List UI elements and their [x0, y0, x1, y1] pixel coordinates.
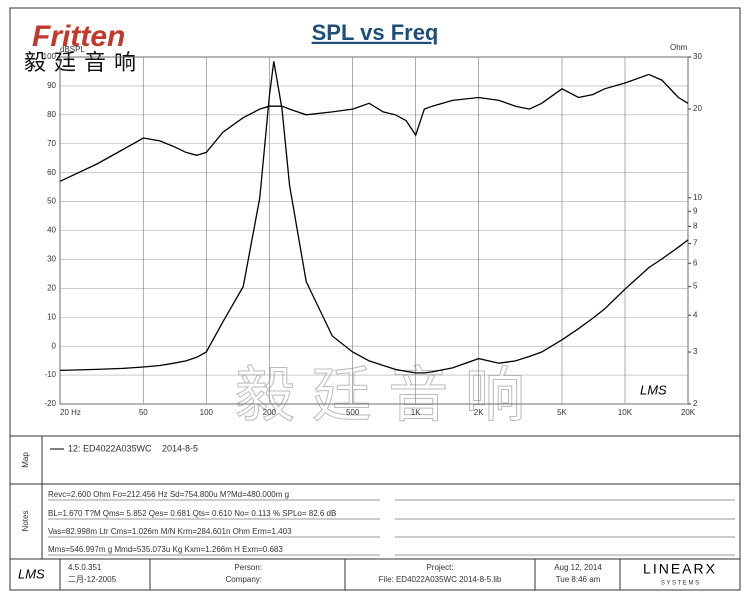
y2-tick-label: 10 [693, 193, 702, 202]
y2-tick-label: 4 [693, 310, 698, 319]
x-tick-label: 500 [346, 408, 360, 417]
notes-line: Revc=2.600 Ohm Fo=212.456 Hz Sd=754.800u… [48, 490, 289, 499]
logo: Fritten [32, 20, 125, 53]
x-tick-label: 20 Hz [60, 408, 81, 417]
x-tick-label: 200 [263, 408, 277, 417]
y-tick-label: -20 [44, 399, 56, 408]
watermark: 毅 廷 音 响 [235, 362, 525, 429]
y-tick-label: 70 [47, 139, 56, 148]
footer-time: Tue 8:46 am [556, 575, 601, 584]
y2-tick-label: 3 [693, 347, 698, 356]
chart-title: SPL vs Freq [312, 20, 439, 45]
notes-line: BL=1.670 T?M Qms= 5.852 Qes= 0.681 Qts= … [48, 509, 336, 518]
y-tick-label: 10 [47, 312, 56, 321]
series-line [59, 73, 689, 182]
notes-panel [9, 483, 741, 560]
footer-company: Company: [226, 575, 262, 584]
y-tick-label: 90 [47, 81, 56, 90]
logo-cn: 毅廷音响 [24, 50, 144, 75]
notes-rules [48, 499, 735, 556]
y2-tick-label: 30 [693, 52, 702, 61]
footer-cells [59, 559, 621, 590]
footer-project: Project: [426, 563, 453, 572]
x-tick-label: 10K [618, 408, 633, 417]
y-tick-label: 20 [47, 283, 56, 292]
y2-tick-label: 6 [693, 258, 698, 267]
footer-lms: LMS [18, 566, 45, 581]
x-tick-label: 2K [474, 408, 484, 417]
y-tick-label: 60 [47, 168, 56, 177]
series-line [59, 61, 689, 374]
frame [9, 7, 741, 591]
notes-line: Mms=546.997m g Mmd=535.073u Kg Kxm=1.266… [48, 545, 283, 554]
y2-tick-label: 2 [693, 399, 698, 408]
annotation: LMS [640, 382, 667, 397]
notes-label: Notes [21, 511, 30, 532]
footer-file: File: ED4022A035WC 2014-8-5.lib [379, 575, 502, 584]
y-tick-label: 40 [47, 226, 56, 235]
map-label: Map [21, 452, 30, 468]
y2-tick-label: 20 [693, 104, 702, 113]
y2-axis-label: Ohm [670, 43, 688, 52]
footer-brand: LINEARX [643, 561, 717, 577]
y-tick-label: 100 [43, 52, 57, 61]
y-tick-label: 30 [47, 255, 56, 264]
y2-tick-label: 8 [693, 221, 698, 230]
footer-brand-sub: S Y S T E M S [661, 581, 699, 587]
y2-tick-label: 7 [693, 239, 698, 248]
map-entry: 12: ED4022A035WC [68, 443, 152, 453]
notes-line: Vas=82.998m Ltr Cms=1.026m M/N Krm=284.6… [48, 527, 292, 536]
y-axis-label: dBSPL [60, 45, 85, 54]
x-tick-label: 5K [557, 408, 567, 417]
x-tick-label: 100 [200, 408, 214, 417]
y-tick-label: 0 [52, 341, 57, 350]
y-tick-label: 50 [47, 197, 56, 206]
y-tick-label: -10 [44, 370, 56, 379]
x-tick-label: 20K [681, 408, 696, 417]
footer-person: Person: [234, 563, 262, 572]
y2-tick-label: 9 [693, 206, 698, 215]
footer-version: 4.5.0.351 [68, 563, 102, 572]
y-tick-label: 80 [47, 110, 56, 119]
footer-build: 二月-12-2005 [68, 575, 117, 584]
y2-tick-label: 5 [693, 282, 698, 291]
x-tick-label: 50 [139, 408, 148, 417]
map-date: 2014-8-5 [162, 443, 198, 453]
footer-date: Aug 12, 2014 [554, 563, 602, 572]
x-tick-label: 1K [411, 408, 421, 417]
